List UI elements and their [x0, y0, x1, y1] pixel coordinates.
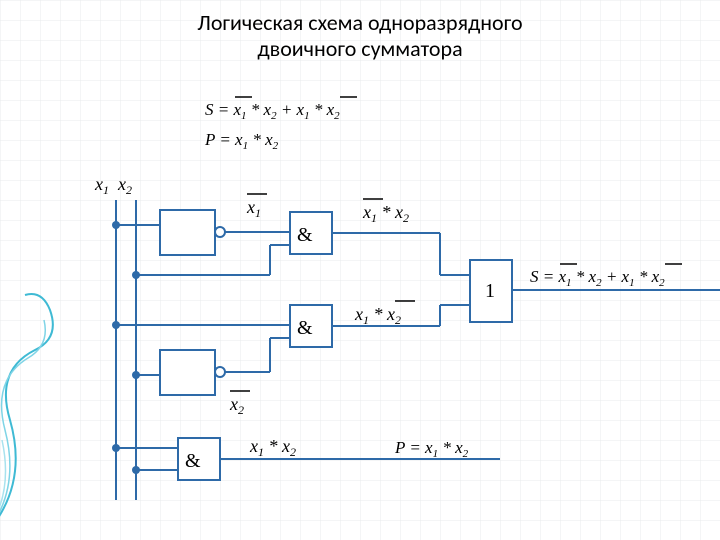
and2-label: &: [297, 317, 313, 339]
label-and2-out: x1 * x2: [354, 304, 401, 327]
gate-not2: [160, 350, 215, 395]
and1-label: &: [297, 224, 313, 246]
label-and1-out: x1 * x2: [362, 202, 409, 225]
label-x2: x2: [117, 174, 132, 197]
label-x1bar: x1: [246, 197, 261, 220]
formula-p: P = x1 * x2: [204, 130, 279, 152]
not2-bubble: [215, 367, 225, 377]
and3-label: &: [185, 450, 201, 472]
page: Логическая схема одноразрядного двоичног…: [0, 0, 720, 540]
not1-bubble: [215, 227, 225, 237]
label-x2bar: x2: [229, 394, 244, 417]
label-x1: x1: [94, 174, 109, 197]
label-s-out: S = x1 * x2 + x1 * x2: [530, 267, 665, 289]
label-and3-out: x1 * x2: [249, 436, 296, 459]
gate-not1: [160, 210, 215, 255]
formula-s: S = x1 * x2 + x1 * x2: [205, 100, 340, 122]
label-p-out: P = x1 * x2: [394, 438, 469, 460]
logic-diagram: & & 1 &: [0, 0, 720, 540]
or-label: 1: [485, 280, 495, 302]
